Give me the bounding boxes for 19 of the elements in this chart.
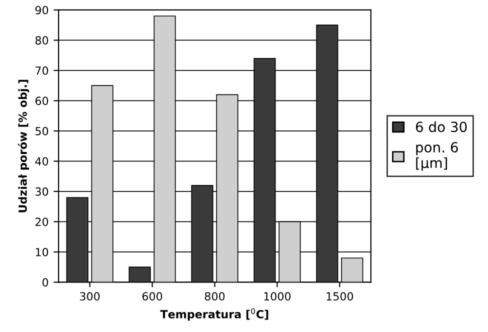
y-tick-label: 20: [36, 218, 48, 226]
y-tick-label: 30: [36, 187, 48, 196]
y-tick-label: 50: [36, 126, 48, 136]
x-tick-label: 800: [204, 292, 225, 301]
y-tick-label: 90: [35, 6, 48, 14]
y-tick-label: 40: [35, 157, 48, 166]
x-tick-label: 300: [80, 292, 100, 301]
x-axis-title: Temperatura [$^{0}$C]: [160, 308, 268, 321]
y-tick-label: 70: [36, 66, 48, 75]
x-tick-label: 1500: [326, 292, 354, 301]
x-tick-label: 1000: [264, 292, 291, 301]
x-tick-label: 600: [142, 292, 162, 301]
legend-label: pon. 6 [µm]: [416, 142, 458, 171]
legend-label: 6 do 30: [416, 121, 467, 132]
y-tick-label: 10: [36, 248, 48, 256]
y-axis-title: Udział porów [% obj.]: [18, 80, 30, 212]
y-tick-label: 60: [35, 96, 48, 106]
y-tick-label: 0: [42, 278, 48, 287]
y-tick-label: 80: [35, 36, 48, 45]
